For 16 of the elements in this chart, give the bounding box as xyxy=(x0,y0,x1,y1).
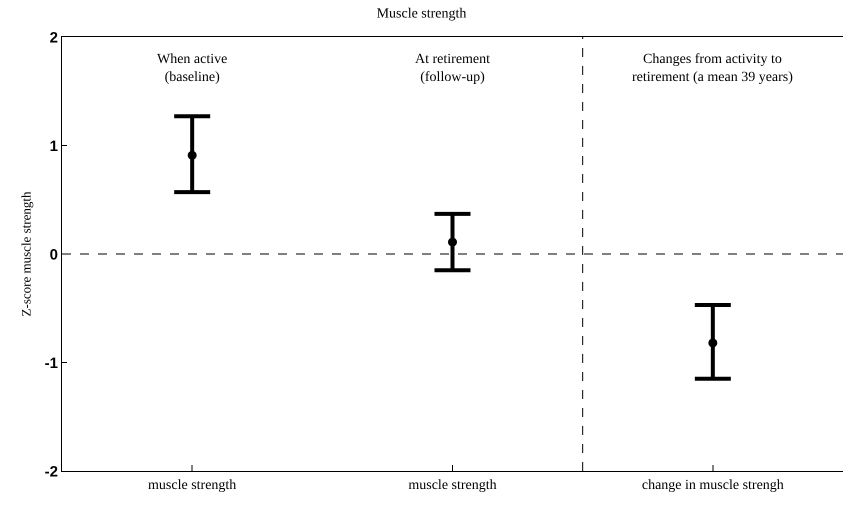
annotation: At retirement (follow-up) xyxy=(415,52,490,86)
annotation: Changes from activity to retirement (a mean 39 years) xyxy=(632,52,794,86)
point xyxy=(188,150,197,160)
y-tick-label: -2 xyxy=(44,463,58,480)
chart-title: Muscle strength xyxy=(376,6,466,22)
y-tick-label: 0 xyxy=(50,246,58,264)
point xyxy=(708,338,718,348)
y-tick-label: -1 xyxy=(44,354,58,372)
x-tick-label: muscle strength xyxy=(148,478,236,493)
x-tick-label: muscle strength xyxy=(408,478,497,493)
x-tick-label: change in muscle strengh xyxy=(642,478,784,493)
point xyxy=(448,238,457,247)
y-axis-title: Z-score muscle strength xyxy=(18,191,34,316)
y-tick-label: 1 xyxy=(50,138,58,155)
annotation: When active (baseline) xyxy=(157,52,228,86)
y-tick-label: 2 xyxy=(50,29,58,46)
